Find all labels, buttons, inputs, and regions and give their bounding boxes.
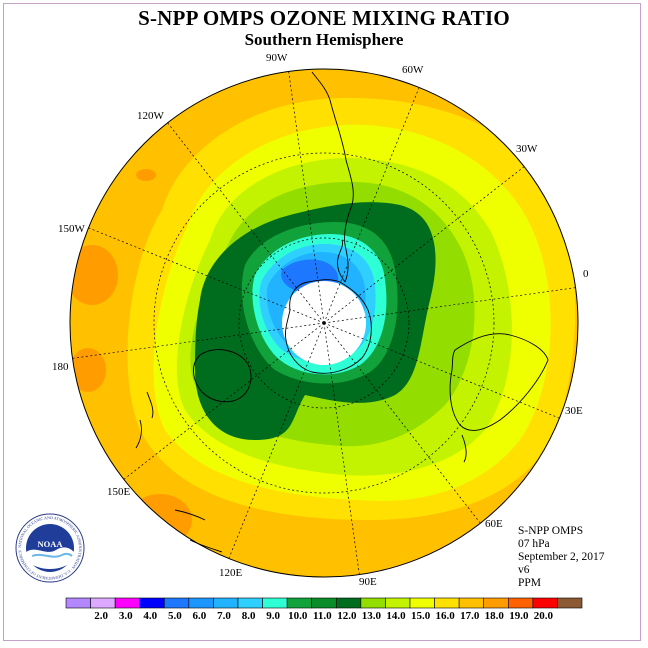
meridian-line — [323, 87, 420, 324]
meridian-line — [88, 227, 325, 324]
colorbar-label: 4.0 — [143, 610, 157, 622]
colorbar-swatch — [114, 597, 141, 609]
lon-label-120w: 120W — [137, 110, 165, 122]
figure-frame — [3, 3, 641, 641]
info-units: PPM — [518, 577, 542, 589]
graticule — [153, 152, 495, 494]
colorbar-label: 12.0 — [337, 610, 357, 622]
colorbar-label: 19.0 — [509, 610, 529, 622]
lon-label-90w: 90W — [266, 52, 288, 64]
map-subtitle: Southern Hemisphere — [244, 30, 404, 49]
colorbar-swatch — [262, 597, 288, 609]
colorbar-label: 10.0 — [288, 610, 308, 622]
colorbar-swatch — [311, 597, 337, 609]
meridian-line — [72, 322, 325, 359]
colorbar-swatch — [532, 597, 558, 609]
colorbar-swatch — [557, 597, 583, 609]
colorbar-swatch — [65, 597, 91, 609]
meridian-line — [323, 322, 481, 524]
colorbar-label: 5.0 — [168, 610, 182, 622]
lon-label-0: 0 — [583, 268, 589, 280]
meridian-line — [123, 322, 325, 480]
south-pole-dot — [322, 321, 326, 325]
colorbar-label: 9.0 — [266, 610, 280, 622]
colorbar-label: 20.0 — [534, 610, 554, 622]
noaa-logo-text: NOAA — [37, 539, 63, 549]
colorbar-label: 3.0 — [119, 610, 133, 622]
lon-label-180: 180 — [52, 361, 69, 373]
lon-label-120e: 120E — [219, 567, 243, 579]
info-date: September 2, 2017 — [518, 551, 605, 563]
colorbar-label: 8.0 — [242, 610, 256, 622]
colorbar-swatch — [385, 597, 411, 609]
meridian-line — [323, 322, 360, 575]
meridian-line — [323, 287, 576, 324]
colorbar-label: 11.0 — [313, 610, 332, 622]
info-instrument: S-NPP OMPS — [518, 525, 584, 537]
colorbar-swatch — [139, 597, 165, 609]
colorbar-swatch — [507, 597, 534, 609]
colorbar-swatch — [90, 597, 116, 609]
lon-label-30w: 30W — [516, 143, 538, 155]
meridian-line — [323, 322, 560, 419]
colorbar-swatch — [458, 597, 485, 609]
colorbar-label: 2.0 — [94, 610, 108, 622]
lon-label-90e: 90E — [359, 576, 377, 588]
colorbar-label: 13.0 — [362, 610, 382, 622]
colorbar-swatch — [409, 597, 435, 609]
lon-label-30e: 30E — [565, 405, 583, 417]
coastlines — [135, 71, 549, 553]
colorbar-label: 16.0 — [436, 610, 456, 622]
meridian-line — [167, 122, 325, 324]
ozone-contours — [70, 69, 578, 577]
colorbar-swatch — [163, 597, 190, 609]
meridian-line — [288, 71, 325, 324]
colorbar-label: 15.0 — [411, 610, 431, 622]
colorbar-label: 6.0 — [193, 610, 207, 622]
colorbar-swatch — [483, 597, 509, 609]
map-boundary — [69, 68, 579, 578]
info-level: 07 hPa — [518, 538, 550, 550]
lon-label-60w: 60W — [402, 64, 424, 76]
lon-label-150w: 150W — [58, 223, 86, 235]
lon-label-150e: 150E — [107, 486, 131, 498]
colorbar-swatch — [237, 597, 263, 609]
colorbar-label: 17.0 — [460, 610, 480, 622]
noaa-logo: NOAA NATIONAL OCEANIC AND ATMOSPHERIC AD… — [15, 513, 85, 583]
colorbar-swatch — [335, 597, 362, 609]
lon-label-60e: 60E — [485, 518, 503, 530]
info-version: v6 — [518, 564, 530, 576]
colorbar-label: 7.0 — [217, 610, 231, 622]
colorbar-swatch — [360, 597, 386, 609]
meridians — [72, 71, 576, 575]
meridian-line — [323, 166, 525, 324]
meridian-line — [228, 322, 325, 559]
longitude-labels: 0 30E 60E 90E 120E 150E 180 150W 120W 90… — [52, 52, 589, 588]
colorbar-swatch — [434, 597, 460, 609]
colorbar-labels: 2.0 3.0 4.0 5.0 6.0 7.0 8.0 9.0 10.0 11.0 12.0 13.0… — [94, 610, 553, 622]
map-title: S-NPP OMPS OZONE MIXING RATIO — [138, 6, 510, 30]
colorbar-swatch — [213, 597, 239, 609]
colorbar — [65, 597, 583, 609]
colorbar-label: 14.0 — [386, 610, 406, 622]
colorbar-swatch — [188, 597, 214, 609]
colorbar-swatch — [286, 597, 313, 609]
colorbar-label: 18.0 — [485, 610, 505, 622]
